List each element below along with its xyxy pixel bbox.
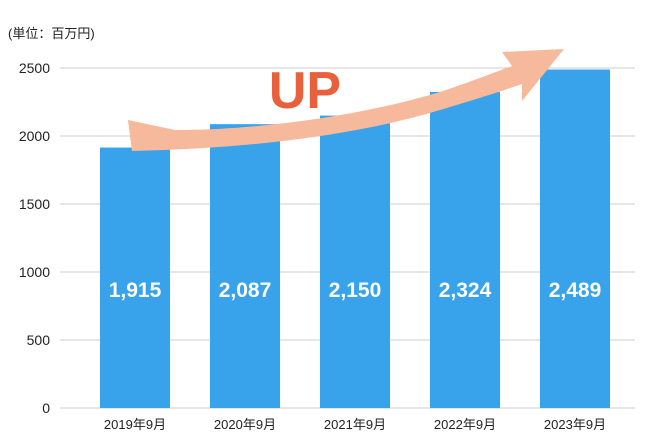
bar [210, 124, 280, 408]
value-label: 1,915 [109, 279, 162, 302]
x-category-label: 2022年9月 [434, 417, 496, 432]
y-tick-label: 2000 [19, 128, 50, 144]
bars [100, 69, 610, 408]
x-category-label: 2023年9月 [544, 417, 606, 432]
value-labels: 1,915 2,087 2,150 2,324 2,489 [109, 279, 602, 302]
bar [540, 69, 610, 408]
up-annotation: UP [269, 62, 341, 120]
value-label: 2,150 [329, 279, 382, 302]
unit-label: (単位：百万円) [8, 26, 95, 41]
bar [320, 115, 390, 408]
bar [100, 147, 170, 408]
y-tick-label: 0 [42, 400, 50, 416]
y-axis-ticks: 0 500 1000 1500 2000 2500 [19, 60, 50, 416]
y-tick-label: 1500 [19, 196, 50, 212]
value-label: 2,087 [219, 279, 272, 302]
y-tick-label: 1000 [19, 264, 50, 280]
x-category-label: 2021年9月 [324, 417, 386, 432]
bar [430, 91, 500, 408]
y-tick-label: 2500 [19, 60, 50, 76]
y-tick-label: 500 [27, 332, 51, 348]
x-axis-categories: 2019年9月 2020年9月 2021年9月 2022年9月 2023年9月 [104, 417, 606, 432]
x-category-label: 2019年9月 [104, 417, 166, 432]
up-arrow-shape [128, 49, 564, 151]
value-label: 2,324 [439, 279, 492, 302]
up-arrow: UP [128, 49, 564, 151]
x-category-label: 2020年9月 [214, 417, 276, 432]
value-label: 2,489 [549, 279, 602, 302]
